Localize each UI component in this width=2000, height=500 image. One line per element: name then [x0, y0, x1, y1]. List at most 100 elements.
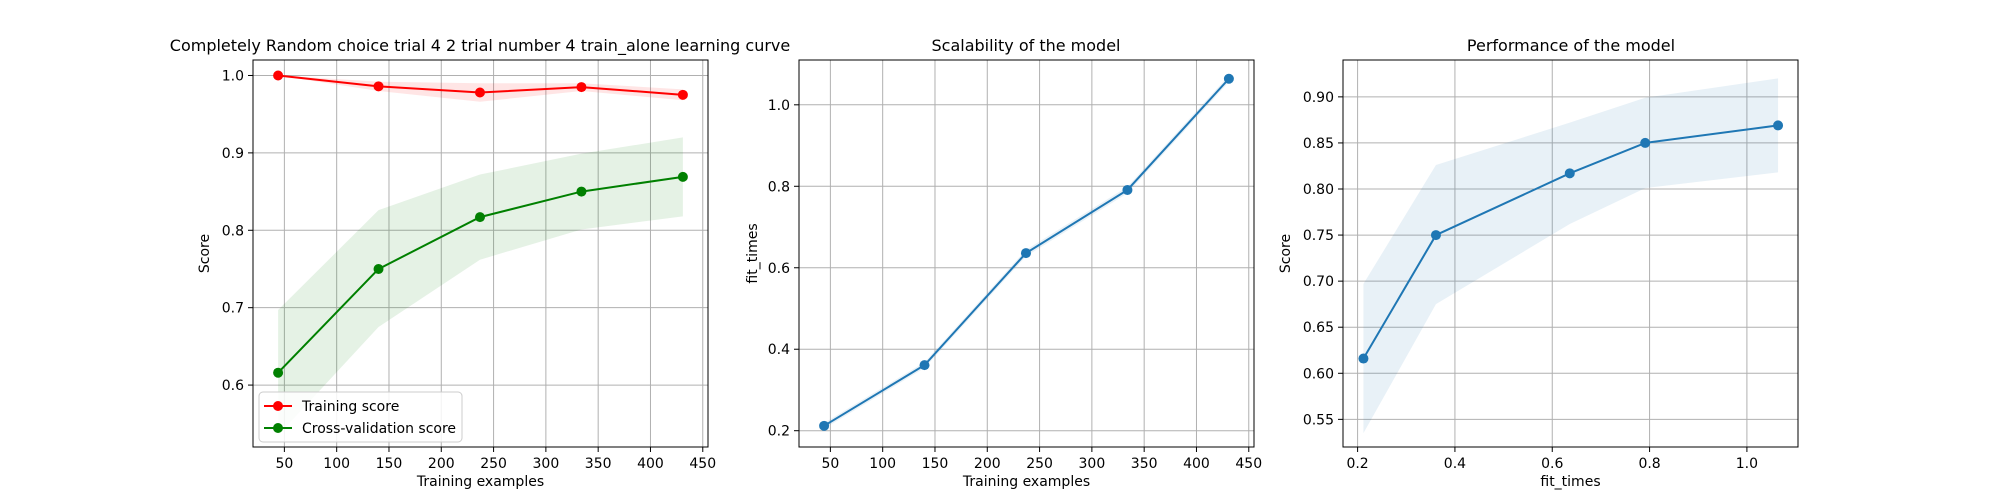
x-tick-label: 0.4 [1444, 456, 1466, 472]
panel-3-grid [1343, 60, 1798, 447]
series-point [919, 360, 930, 371]
legend-box [258, 391, 463, 443]
x-tick-label: 350 [1131, 456, 1158, 472]
legend-cv-marker [273, 423, 283, 433]
panel-1-y-ticks: 0.6 0.7 0.8 0.9 1.0 [222, 68, 253, 394]
series-point [1223, 73, 1234, 84]
panel-1-title: Completely Random choice trial 4 2 trial… [170, 36, 790, 56]
series-point [1564, 168, 1575, 179]
learning-curve-panel: Completely Random choice trial 4 2 trial… [170, 36, 790, 490]
legend-cv-label: Cross-validation score [302, 421, 456, 437]
cross-validation-score-point [677, 171, 688, 182]
panel-3-series [1358, 120, 1784, 364]
cross-validation-score-point [273, 367, 284, 378]
x-tick-label: 0.8 [1638, 456, 1660, 472]
x-tick-label: 150 [376, 456, 403, 472]
y-tick-label: 0.7 [222, 301, 244, 317]
x-tick-label: 450 [1235, 456, 1262, 472]
x-tick-label: 400 [637, 456, 664, 472]
panel-2-x-axis-label: Training examples [962, 474, 1090, 490]
panel-3-y-axis-label: Score [1278, 234, 1294, 273]
x-tick-label: 0.6 [1541, 456, 1563, 472]
training-score-point [273, 70, 284, 81]
y-tick-label: 1.0 [768, 98, 790, 114]
panel-3-x-ticks: 0.2 0.4 0.6 0.8 1.0 [1346, 447, 1758, 472]
x-tick-label: 1.0 [1736, 456, 1758, 472]
series-point [1773, 120, 1784, 131]
panel-1-y-axis-label: Score [197, 234, 213, 273]
panel-2-title: Scalability of the model [932, 36, 1121, 55]
legend-training-marker [273, 401, 283, 411]
x-tick-label: 100 [323, 456, 350, 472]
panel-2-grid [799, 60, 1254, 447]
y-tick-label: 0.60 [1303, 366, 1334, 382]
y-tick-label: 0.70 [1303, 274, 1334, 290]
training-score-point [576, 82, 587, 93]
panel-1-series [273, 70, 688, 378]
panel-2-y-axis-label: fit_times [745, 223, 761, 283]
panel-2-x-ticks: 50 100 150 200 250 300 350 400 450 [821, 447, 1262, 472]
y-tick-label: 0.6 [222, 378, 244, 394]
panel-1-x-ticks: 50 100 150 200 250 300 350 400 450 [275, 447, 716, 472]
panel-2-frame [798, 59, 1255, 448]
legend: Training score Cross-validation score [258, 391, 463, 443]
panel-1-frame [252, 59, 709, 448]
panel-3-x-axis-label: fit_times [1540, 474, 1600, 490]
x-tick-label: 300 [533, 456, 560, 472]
panel-1-x-axis-label: Training examples [416, 474, 544, 490]
legend-training-label: Training score [301, 399, 399, 415]
scalability-panel: Scalability of the model 50 100 150 200 250 3… [745, 36, 1262, 490]
series-point [1640, 137, 1651, 148]
x-tick-label: 300 [1079, 456, 1106, 472]
series-point [1020, 248, 1031, 259]
x-tick-label: 200 [974, 456, 1001, 472]
panel-1-plot-area [253, 60, 708, 447]
y-tick-label: 0.85 [1303, 136, 1334, 152]
series-band [1363, 78, 1779, 434]
x-tick-label: 150 [922, 456, 949, 472]
y-tick-label: 1.0 [222, 68, 244, 84]
training-score-point [474, 87, 485, 98]
panel-3-title: Performance of the model [1467, 36, 1675, 55]
panel-3-bands [1363, 78, 1779, 434]
x-tick-label: 450 [689, 456, 716, 472]
cross-validation-score-point [474, 212, 485, 223]
y-tick-label: 0.8 [222, 223, 244, 239]
performance-panel: Performance of the model 0.2 0.4 0.6 0.8 1.0… [1278, 36, 1799, 490]
series-point [1358, 353, 1369, 364]
panel-2-series [819, 73, 1234, 431]
y-tick-label: 0.90 [1303, 90, 1334, 106]
panel-3-frame [1342, 59, 1799, 448]
y-tick-label: 0.4 [768, 342, 790, 358]
x-tick-label: 50 [275, 456, 293, 472]
x-tick-label: 200 [428, 456, 455, 472]
y-tick-label: 0.9 [222, 146, 244, 162]
x-tick-label: 250 [480, 456, 507, 472]
x-tick-label: 100 [869, 456, 896, 472]
panel-2-y-ticks: 0.2 0.4 0.6 0.8 1.0 [768, 98, 799, 440]
cross-validation-score-point [373, 263, 384, 274]
series-point [1122, 184, 1133, 195]
training-score-point [373, 81, 384, 92]
x-tick-label: 0.2 [1346, 456, 1368, 472]
panel-3-y-ticks: 0.55 0.60 0.65 0.70 0.75 0.80 0.85 0.90 [1303, 90, 1343, 428]
training-score-point [677, 89, 688, 100]
cross-validation-score-band [278, 137, 683, 436]
series-point [819, 420, 830, 431]
panel-1-grid [253, 60, 708, 447]
cross-validation-score-point [576, 186, 587, 197]
y-tick-label: 0.65 [1303, 320, 1334, 336]
y-tick-label: 0.6 [768, 261, 790, 277]
x-tick-label: 400 [1183, 456, 1210, 472]
x-tick-label: 50 [821, 456, 839, 472]
y-tick-label: 0.80 [1303, 182, 1334, 198]
x-tick-label: 250 [1026, 456, 1053, 472]
series-point [1430, 230, 1441, 241]
x-tick-label: 350 [585, 456, 612, 472]
y-tick-label: 0.75 [1303, 228, 1334, 244]
panel-3-plot-area [1343, 60, 1798, 447]
y-tick-label: 0.55 [1303, 412, 1334, 428]
y-tick-label: 0.2 [768, 424, 790, 440]
y-tick-label: 0.8 [768, 179, 790, 195]
